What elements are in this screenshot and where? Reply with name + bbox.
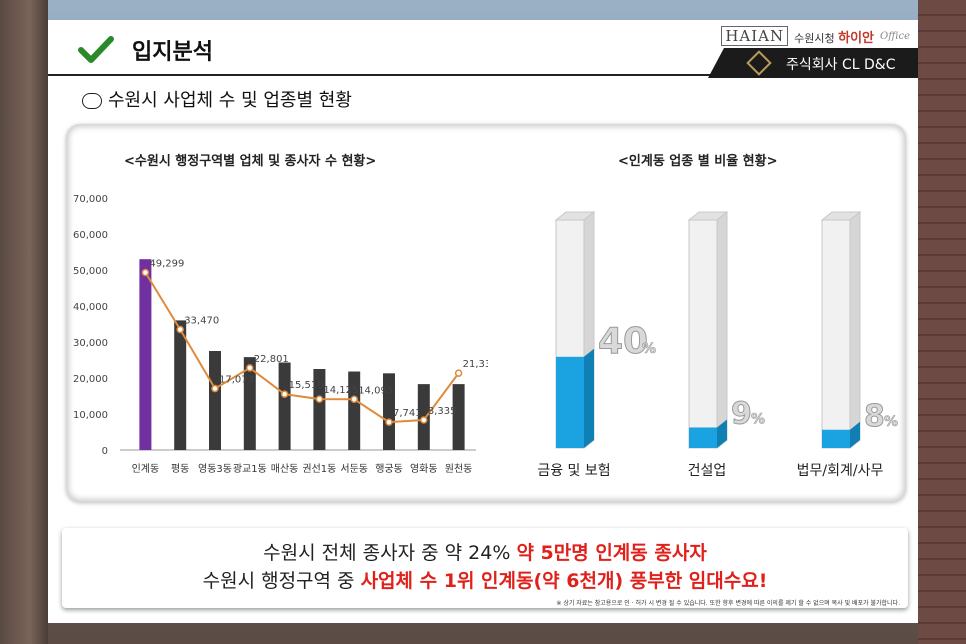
footnote: ※ 상기 자료는 참고용으로 인 · 허가 시 변경 될 수 있습니다. 또한 …: [556, 600, 900, 607]
line-point: [385, 418, 393, 426]
title-bar: 입지분석 HAIAN 수원시청 하이안 Office 주식회사 CL D&C: [48, 20, 918, 78]
background-brick-wall: [918, 0, 966, 644]
x-tick-label: 매산동: [271, 463, 299, 475]
value-label: 8: [864, 399, 885, 434]
value-unit: %: [884, 414, 898, 430]
line-point: [350, 395, 358, 404]
section-subtitle: 수원시 사업체 수 및 업종별 현황: [82, 86, 352, 112]
data-label: 21,338: [463, 359, 488, 370]
y-tick-label: 10,000: [73, 410, 108, 421]
x-tick-label: 행궁동: [375, 463, 403, 475]
y-tick-label: 70,000: [73, 194, 108, 205]
data-label: 17,073: [219, 375, 254, 386]
district-bar-line-chart: 0 10,000 20,000 30,000 40,000 50,000 60,000 70,…: [73, 194, 488, 475]
left-chart-title: <수원시 행정구역별 업체 및 종사자 수 현황>: [124, 154, 377, 169]
column-fill-side: [717, 419, 727, 448]
bar: [452, 384, 465, 450]
column-fill: [689, 427, 717, 448]
line-point: [420, 416, 428, 424]
summary-box: 수원시 전체 종사자 중 약 24% 약 5만명 인계동 종사자 수원시 행정구…: [62, 528, 908, 608]
summary-line-2: 수원시 행정구역 중 사업체 수 1위 인계동(약 6천개) 풍부한 임대수요!: [202, 570, 768, 592]
column-fill-side: [850, 421, 860, 448]
value-unit: %: [642, 341, 656, 357]
bar: [174, 320, 187, 450]
summary-line-1: 수원시 전체 종사자 중 약 24% 약 5만명 인계동 종사자: [263, 542, 707, 564]
data-label: 15,510: [289, 380, 324, 391]
category-label: 금융 및 보험: [537, 463, 610, 479]
data-label: 22,801: [254, 354, 289, 365]
bar: [243, 357, 256, 450]
y-tick-label: 60,000: [73, 230, 108, 241]
industry-ratio-chart: 40% 금융 및 보험 9 % 건설업 8 % 법무/회계/사무: [537, 210, 898, 479]
x-tick-label: 광교1동: [233, 463, 267, 475]
column-track: [821, 219, 851, 449]
line-point: [280, 390, 289, 398]
data-label: 49,299: [149, 259, 184, 270]
y-tick-label: 30,000: [73, 338, 108, 349]
line-point: [141, 268, 150, 277]
x-tick-label: 인계동: [132, 463, 160, 475]
bar: [383, 373, 395, 450]
x-tick-label: 권선1동: [302, 463, 336, 475]
x-tick-label: 원천동: [445, 463, 473, 475]
series-line: [144, 272, 460, 424]
charts-panel: [66, 124, 906, 502]
column-fill-side: [584, 348, 594, 448]
brand-logo: HAIAN 수원시청 하이안 Office: [721, 24, 910, 48]
y-tick-label: 40,000: [73, 302, 108, 313]
bar: [139, 259, 152, 450]
line-point: [211, 384, 219, 393]
line-point: [246, 364, 254, 372]
brand-office: Office: [880, 30, 910, 42]
category-label: 법무/회계/사무: [797, 463, 884, 479]
company-name: 주식회사 CL D&C: [786, 57, 896, 73]
bar: [209, 351, 221, 450]
checkmark-icon: [78, 36, 114, 63]
circled-number-icon: [82, 93, 102, 109]
line-point: [454, 369, 463, 377]
data-label: 33,470: [184, 316, 219, 327]
x-tick-label: 서둔동: [340, 463, 368, 475]
column-fill: [556, 356, 584, 448]
x-tick-label: 영화동: [410, 463, 438, 475]
y-tick-label: 0: [102, 446, 108, 457]
line-point: [176, 325, 184, 334]
column-side: [716, 210, 728, 450]
column-fill: [822, 429, 850, 448]
line-point: [315, 395, 324, 403]
bar: [313, 369, 326, 450]
bar: [278, 362, 291, 450]
data-label: 8,335: [428, 406, 457, 417]
column-side: [849, 210, 861, 450]
data-label: 14,095: [358, 385, 393, 396]
column-track: [688, 219, 718, 449]
slide: 입지분석 HAIAN 수원시청 하이안 Office 주식회사 CL D&C 수…: [48, 20, 918, 623]
title-divider: [48, 74, 718, 76]
category-label: 건설업: [688, 463, 727, 479]
company-bar: 주식회사 CL D&C: [708, 48, 918, 78]
x-tick-label: 평동: [171, 463, 189, 475]
page-title: 입지분석: [132, 40, 213, 65]
data-label: 14,125: [323, 385, 358, 396]
value-label: 40: [598, 321, 648, 362]
y-tick-label: 50,000: [73, 266, 108, 277]
right-chart-title: <인계동 업종 별 비율 현황>: [618, 154, 778, 169]
brand-name: 수원시청 하이안: [794, 30, 874, 46]
brand-logo-mark: HAIAN: [721, 26, 789, 46]
value-unit: %: [751, 411, 765, 427]
x-tick-label: 영동3동: [198, 463, 232, 475]
data-label: 7,741: [393, 408, 422, 419]
diamond-logo-icon: [746, 50, 772, 76]
value-label: 9: [731, 396, 752, 431]
bar: [348, 371, 361, 450]
y-tick-label: 20,000: [73, 374, 108, 385]
